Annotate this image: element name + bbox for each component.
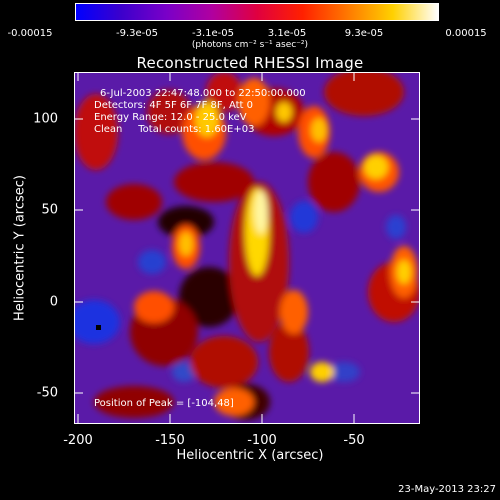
- colorbar: [75, 3, 439, 21]
- colorbar-tick: 0.00015: [445, 28, 487, 39]
- x-tick-label: -100: [247, 433, 277, 448]
- colorbar-tick: -0.00015: [7, 28, 53, 39]
- energy-range: Energy Range: 12.0 - 25.0 keV: [94, 112, 247, 123]
- colorbar-tick: -9.3e-05: [116, 28, 158, 39]
- x-tick-label: -50: [343, 433, 365, 448]
- plot-title: Reconstructed RHESSI Image: [136, 54, 364, 72]
- y-axis-label: Heliocentric Y (arcsec): [12, 175, 28, 321]
- peak-marker: [96, 325, 101, 330]
- colorbar-gradient: [76, 4, 438, 20]
- colorbar-tick: 3.1e-05: [267, 28, 307, 39]
- peak-position: Position of Peak = [-104,48]: [94, 398, 234, 409]
- y-tick-label: -50: [36, 385, 58, 401]
- colorbar-units: (photons cm⁻² s⁻¹ asec⁻²): [191, 40, 309, 50]
- colorbar-tick: -3.1e-05: [192, 28, 234, 39]
- footer-timestamp: 23-May-2013 23:27: [398, 484, 496, 495]
- colorbar-tick: 9.3e-05: [344, 28, 384, 39]
- y-tick-label: 50: [41, 202, 58, 218]
- y-tick-label: 100: [33, 111, 58, 127]
- y-tick-label: 0: [49, 294, 58, 310]
- x-axis-label: Heliocentric X (arcsec): [176, 448, 324, 463]
- x-tick-label: -150: [155, 433, 185, 448]
- rhessi-image: [74, 72, 420, 424]
- x-tick-label: -200: [63, 433, 93, 448]
- clean-counts: Clean Total counts: 1.60E+03: [94, 124, 255, 135]
- detectors-info: Detectors: 4F 5F 6F 7F 8F, Att 0: [94, 100, 254, 111]
- time-range: 6-Jul-2003 22:47:48.000 to 22:50:00.000: [100, 88, 306, 99]
- intensity-map: [74, 72, 420, 420]
- plot-frame: [74, 72, 420, 424]
